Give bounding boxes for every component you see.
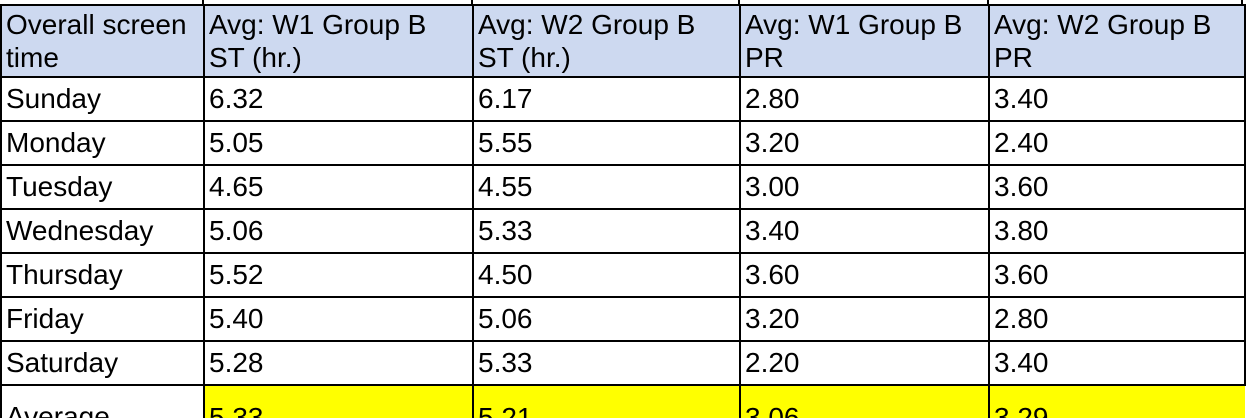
value-cell[interactable]: 5.52 [203, 252, 474, 298]
table-row-friday: Friday 5.40 5.06 3.20 2.80 [0, 296, 1246, 342]
average-label-cell[interactable]: Average [0, 384, 205, 418]
day-cell[interactable]: Friday [0, 296, 205, 342]
value-cell[interactable]: 4.50 [472, 252, 741, 298]
value-cell[interactable]: 5.40 [203, 296, 474, 342]
header-cell-w2-group-b-st[interactable]: Avg: W2 Group B ST (hr.) [472, 4, 741, 78]
table-row-wednesday: Wednesday 5.06 5.33 3.40 3.80 [0, 208, 1246, 254]
header-line: time [6, 42, 59, 73]
header-line: Avg: W1 Group B [745, 9, 963, 40]
table-row-saturday: Saturday 5.28 5.33 2.20 3.40 [0, 340, 1246, 386]
average-value-cell-highlighted[interactable]: 5.21 [472, 384, 741, 418]
header-cell-w1-group-b-pr[interactable]: Avg: W1 Group B PR [739, 4, 990, 78]
column-border-sliver [987, 0, 989, 6]
value-cell[interactable]: 3.60 [739, 252, 990, 298]
value-cell[interactable]: 3.40 [739, 208, 990, 254]
header-cell-w1-group-b-st[interactable]: Avg: W1 Group B ST (hr.) [203, 4, 474, 78]
table-row-tuesday: Tuesday 4.65 4.55 3.00 3.60 [0, 164, 1246, 210]
value-cell[interactable]: 3.60 [988, 252, 1246, 298]
day-cell[interactable]: Saturday [0, 340, 205, 386]
value-cell[interactable]: 2.80 [988, 296, 1246, 342]
header-line: PR [994, 42, 1033, 73]
value-cell[interactable]: 3.40 [988, 340, 1246, 386]
header-line: Avg: W1 Group B [209, 9, 427, 40]
table-row-thursday: Thursday 5.52 4.50 3.60 3.60 [0, 252, 1246, 298]
table-row-sunday: Sunday 6.32 6.17 2.80 3.40 [0, 76, 1246, 122]
table-row-average: Average 5.33 5.21 3.06 3.29 [0, 384, 1245, 418]
value-cell[interactable]: 2.40 [988, 120, 1246, 166]
value-cell[interactable]: 5.06 [203, 208, 474, 254]
header-cell-w2-group-b-pr[interactable]: Avg: W2 Group B PR [988, 4, 1246, 78]
value-cell[interactable]: 3.80 [988, 208, 1246, 254]
value-cell[interactable]: 5.33 [472, 208, 741, 254]
day-cell[interactable]: Tuesday [0, 164, 205, 210]
column-border-sliver [471, 0, 473, 6]
value-cell[interactable]: 3.20 [739, 120, 990, 166]
screen-time-table: Overall screen time Avg: W1 Group B ST (… [0, 4, 1246, 418]
value-cell[interactable]: 4.65 [203, 164, 474, 210]
average-value-cell-highlighted[interactable]: 5.33 [203, 384, 474, 418]
column-border-sliver [202, 0, 204, 6]
value-cell[interactable]: 6.17 [472, 76, 741, 122]
header-line: Avg: W2 Group B [994, 9, 1212, 40]
value-cell[interactable]: 3.00 [739, 164, 990, 210]
day-cell[interactable]: Sunday [0, 76, 205, 122]
value-cell[interactable]: 4.55 [472, 164, 741, 210]
column-border-sliver [1241, 0, 1243, 6]
value-cell[interactable]: 5.06 [472, 296, 741, 342]
value-cell[interactable]: 3.20 [739, 296, 990, 342]
header-line: Avg: W2 Group B [478, 9, 696, 40]
header-line: ST (hr.) [478, 42, 571, 73]
column-border-sliver [738, 0, 740, 6]
table-row-monday: Monday 5.05 5.55 3.20 2.40 [0, 120, 1246, 166]
average-value-cell-highlighted[interactable]: 3.29 [988, 384, 1245, 418]
value-cell[interactable]: 6.32 [203, 76, 474, 122]
day-cell[interactable]: Wednesday [0, 208, 205, 254]
header-line: Overall screen [6, 9, 187, 40]
value-cell[interactable]: 2.80 [739, 76, 990, 122]
header-row: Overall screen time Avg: W1 Group B ST (… [0, 4, 1246, 78]
value-cell[interactable]: 3.60 [988, 164, 1246, 210]
average-value-cell-highlighted[interactable]: 3.06 [739, 384, 990, 418]
day-cell[interactable]: Thursday [0, 252, 205, 298]
header-line: PR [745, 42, 784, 73]
value-cell[interactable]: 3.40 [988, 76, 1246, 122]
value-cell[interactable]: 2.20 [739, 340, 990, 386]
header-cell-overall-screen-time[interactable]: Overall screen time [0, 4, 205, 78]
value-cell[interactable]: 5.55 [472, 120, 741, 166]
value-cell[interactable]: 5.28 [203, 340, 474, 386]
value-cell[interactable]: 5.05 [203, 120, 474, 166]
day-cell[interactable]: Monday [0, 120, 205, 166]
header-line: ST (hr.) [209, 42, 302, 73]
value-cell[interactable]: 5.33 [472, 340, 741, 386]
